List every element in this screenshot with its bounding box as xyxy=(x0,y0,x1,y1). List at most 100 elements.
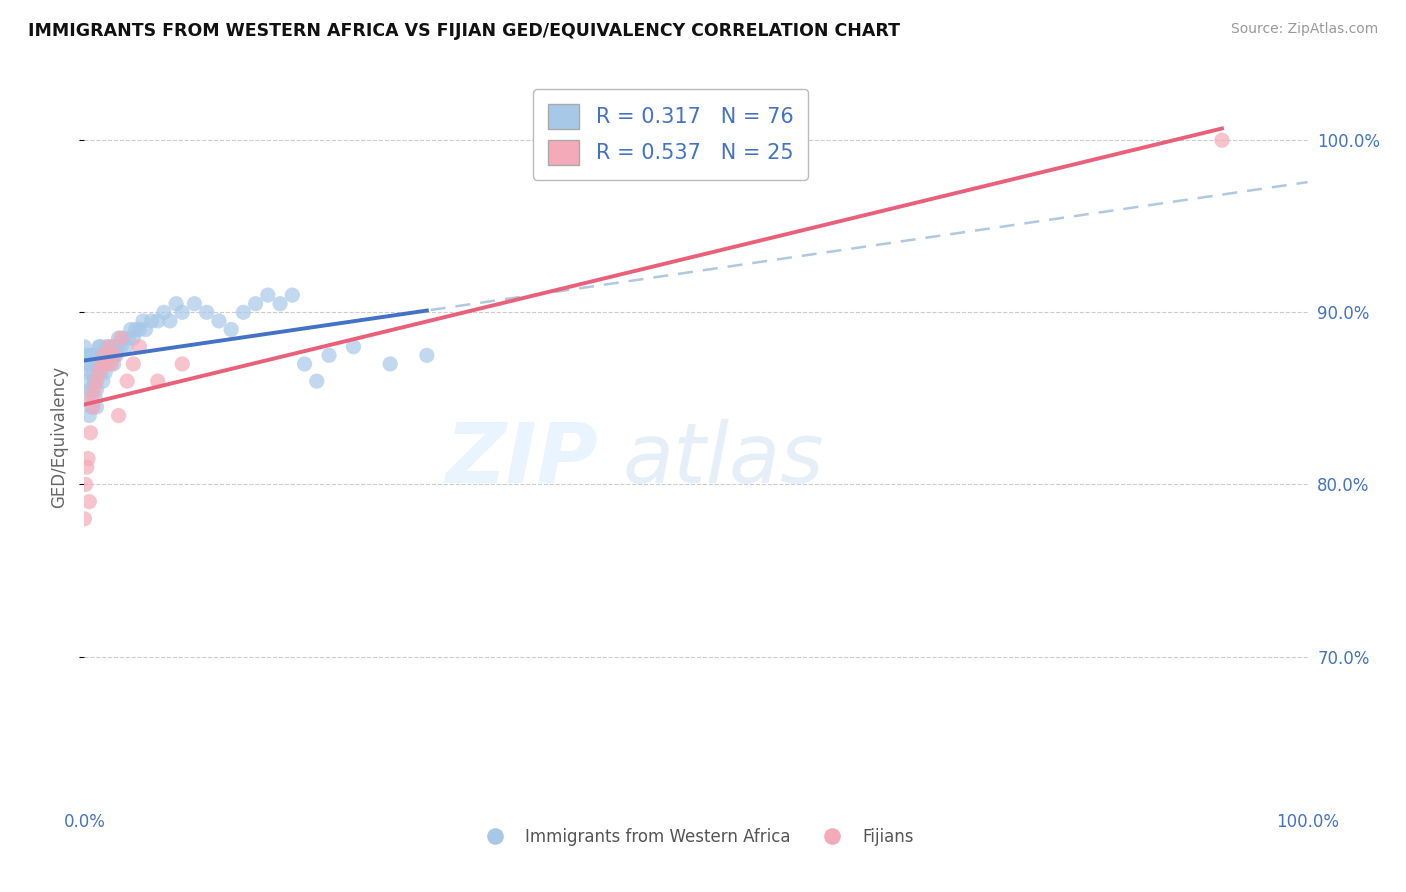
Point xyxy=(105,348,128,362)
Point xyxy=(208,314,231,328)
Point xyxy=(90,348,112,362)
Point xyxy=(146,374,169,388)
Point xyxy=(107,409,129,423)
Point xyxy=(79,357,101,371)
Point xyxy=(122,357,145,371)
Text: Source: ZipAtlas.com: Source: ZipAtlas.com xyxy=(1230,22,1378,37)
Point xyxy=(87,348,110,362)
Point xyxy=(80,392,103,406)
Point xyxy=(86,383,108,397)
Point xyxy=(122,331,145,345)
Point xyxy=(172,305,194,319)
Point xyxy=(112,331,135,345)
Point xyxy=(82,400,104,414)
Point xyxy=(87,366,110,380)
Point xyxy=(91,374,114,388)
Legend: Immigrants from Western Africa, Fijians: Immigrants from Western Africa, Fijians xyxy=(471,822,921,853)
Point xyxy=(257,288,280,302)
Point xyxy=(1211,133,1233,147)
Point xyxy=(73,340,96,354)
Point xyxy=(77,392,100,406)
Text: ZIP: ZIP xyxy=(446,418,598,500)
Point xyxy=(100,357,122,371)
Point xyxy=(98,348,121,362)
Point xyxy=(75,477,97,491)
Point xyxy=(93,348,115,362)
Point xyxy=(94,366,117,380)
Point xyxy=(83,383,105,397)
Point xyxy=(128,340,150,354)
Point xyxy=(83,357,105,371)
Point xyxy=(84,374,107,388)
Point xyxy=(115,374,138,388)
Point xyxy=(110,331,132,345)
Point xyxy=(183,296,205,310)
Point xyxy=(97,348,120,362)
Point xyxy=(80,400,103,414)
Point xyxy=(281,288,304,302)
Point xyxy=(97,357,120,371)
Point xyxy=(90,357,112,371)
Point xyxy=(77,494,100,508)
Point xyxy=(97,340,120,354)
Point xyxy=(80,383,103,397)
Point xyxy=(86,374,108,388)
Point xyxy=(89,357,111,371)
Point xyxy=(93,357,115,371)
Point xyxy=(128,322,150,336)
Point xyxy=(165,296,187,310)
Point xyxy=(77,409,100,423)
Point xyxy=(159,314,181,328)
Point xyxy=(120,322,142,336)
Point xyxy=(96,340,118,354)
Point xyxy=(107,331,129,345)
Point xyxy=(245,296,267,310)
Point xyxy=(153,305,176,319)
Point xyxy=(115,340,138,354)
Point xyxy=(87,340,110,354)
Point xyxy=(73,512,96,526)
Point xyxy=(84,392,107,406)
Text: atlas: atlas xyxy=(623,418,824,500)
Point xyxy=(305,374,328,388)
Point xyxy=(110,340,132,354)
Point xyxy=(146,314,169,328)
Point xyxy=(82,366,104,380)
Point xyxy=(91,348,114,362)
Point xyxy=(73,357,96,371)
Point xyxy=(219,322,242,336)
Point xyxy=(86,400,108,414)
Point xyxy=(79,348,101,362)
Point xyxy=(172,357,194,371)
Point xyxy=(90,366,112,380)
Point xyxy=(117,331,139,345)
Point xyxy=(195,305,218,319)
Point xyxy=(416,348,439,362)
Point xyxy=(96,357,118,371)
Point xyxy=(83,374,105,388)
Point xyxy=(342,340,364,354)
Point xyxy=(135,322,157,336)
Point xyxy=(87,357,110,371)
Point xyxy=(77,366,100,380)
Point xyxy=(103,357,125,371)
Point xyxy=(86,348,108,362)
Point xyxy=(232,305,254,319)
Point xyxy=(104,340,127,354)
Point xyxy=(76,460,98,475)
Point xyxy=(104,348,127,362)
Point xyxy=(141,314,163,328)
Point xyxy=(101,348,124,362)
Text: IMMIGRANTS FROM WESTERN AFRICA VS FIJIAN GED/EQUIVALENCY CORRELATION CHART: IMMIGRANTS FROM WESTERN AFRICA VS FIJIAN… xyxy=(28,22,900,40)
Point xyxy=(76,374,98,388)
Point xyxy=(77,451,100,466)
Point xyxy=(294,357,316,371)
Point xyxy=(79,383,101,397)
Point xyxy=(269,296,291,310)
Point xyxy=(79,425,101,440)
Y-axis label: GED/Equivalency: GED/Equivalency xyxy=(51,366,69,508)
Point xyxy=(132,314,155,328)
Point xyxy=(89,340,111,354)
Point xyxy=(82,348,104,362)
Point xyxy=(318,348,340,362)
